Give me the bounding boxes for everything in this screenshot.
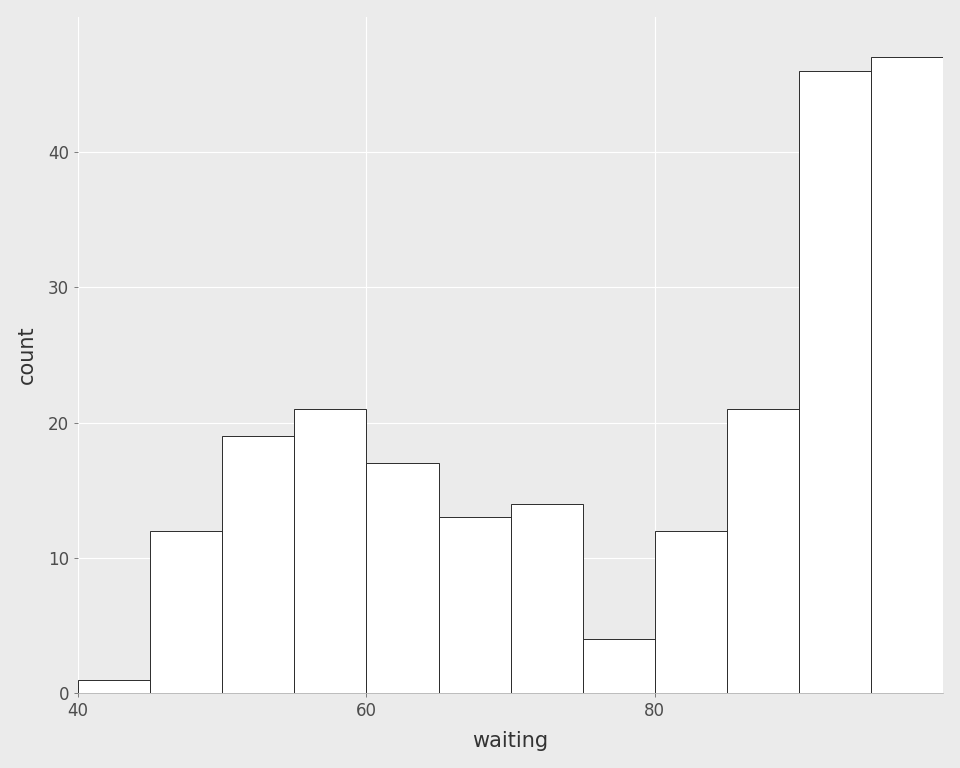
Bar [367, 463, 439, 694]
Bar [511, 504, 583, 694]
Bar [799, 71, 872, 694]
Bar [78, 680, 150, 694]
Bar [944, 396, 960, 694]
Bar [439, 518, 511, 694]
Bar [150, 531, 222, 694]
Y-axis label: count: count [16, 326, 36, 384]
Bar [295, 409, 367, 694]
Bar [655, 531, 727, 694]
X-axis label: waiting: waiting [472, 731, 549, 751]
Bar [583, 639, 655, 694]
Bar [727, 409, 799, 694]
Bar [872, 58, 944, 694]
Bar [222, 436, 295, 694]
